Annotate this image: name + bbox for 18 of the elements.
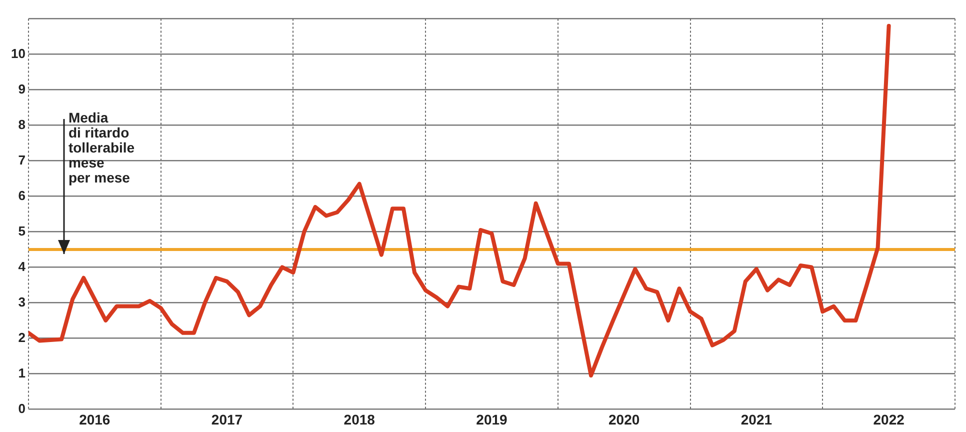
x-tick-label: 2022 bbox=[873, 411, 905, 428]
x-tick-label: 2016 bbox=[79, 411, 110, 428]
y-tick-label: 10 bbox=[10, 46, 26, 61]
x-tick-label: 2021 bbox=[740, 411, 772, 428]
x-tick-label: 2020 bbox=[608, 411, 640, 428]
y-tick-label: 4 bbox=[18, 258, 26, 274]
x-tick-label: 2019 bbox=[476, 411, 508, 428]
y-tick-label: 0 bbox=[18, 400, 26, 416]
x-tick-label: 2017 bbox=[211, 411, 243, 428]
y-tick-label: 6 bbox=[18, 188, 26, 203]
y-tick-label: 5 bbox=[18, 223, 26, 238]
y-tick-label: 9 bbox=[18, 81, 26, 96]
y-tick-label: 7 bbox=[18, 152, 26, 168]
x-tick-label: 2018 bbox=[344, 411, 376, 428]
y-tick-label: 3 bbox=[18, 294, 26, 310]
y-tick-label: 2 bbox=[18, 330, 26, 345]
y-tick-label: 1 bbox=[18, 365, 26, 380]
y-tick-label: 8 bbox=[18, 116, 26, 132]
